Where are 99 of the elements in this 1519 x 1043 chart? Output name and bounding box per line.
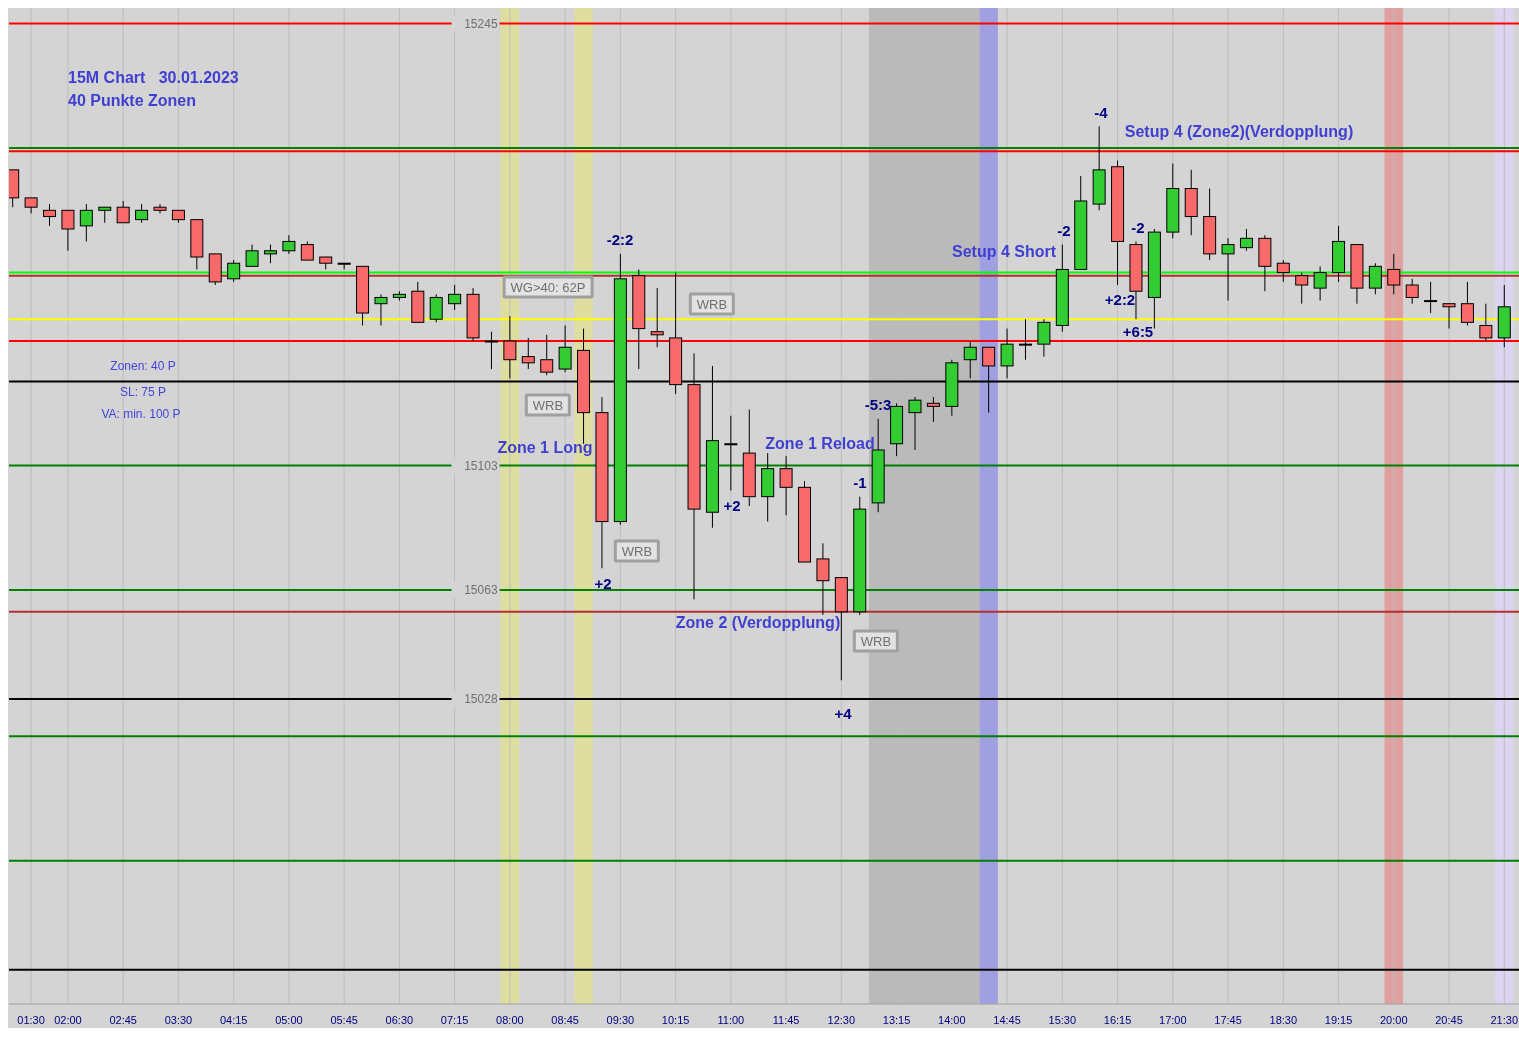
candlestick: [61, 209, 75, 252]
annotation: -2: [1057, 221, 1071, 239]
annotation: +2:2: [1104, 290, 1136, 308]
annotation: Zonen: 40 P: [110, 357, 176, 375]
candlestick: [1424, 281, 1438, 314]
annotation: Zone 1 Long: [497, 438, 593, 456]
x-tick-label: 10:15: [661, 1014, 690, 1026]
candlestick: [1387, 253, 1401, 295]
x-tick-label: 08:00: [496, 1014, 524, 1026]
y-tick-label: 15245: [464, 16, 498, 31]
x-tick-label: 17:45: [1214, 1014, 1242, 1026]
candlestick: [245, 244, 259, 267]
x-tick-label: 04:15: [219, 1014, 248, 1026]
x-tick-label: 15:30: [1048, 1014, 1077, 1026]
x-tick-label: 21:30: [1490, 1014, 1519, 1026]
annotation: Setup 4 (Zone2)(Verdopplung): [1124, 122, 1354, 140]
x-tick-label: 02:45: [109, 1014, 137, 1026]
annotation: -2: [1131, 218, 1145, 236]
candlestick: [282, 234, 296, 255]
candlestick: [448, 284, 462, 311]
x-tick-label: 19:15: [1324, 1014, 1353, 1026]
candlestick: [724, 415, 738, 491]
candlestick: [1368, 262, 1382, 295]
x-tick-label: 12:30: [827, 1014, 856, 1026]
x-tick-label: 07:15: [440, 1014, 469, 1026]
candlestick: [1405, 278, 1419, 305]
x-tick-label: 13:15: [882, 1014, 911, 1026]
candlestick: [1295, 272, 1309, 305]
candlestick: [300, 240, 314, 261]
candlestick: [43, 203, 57, 227]
annotation: Zone 1 Reload: [765, 434, 875, 452]
x-tick-label: 03:30: [164, 1014, 193, 1026]
x-tick-label: 18:30: [1269, 1014, 1298, 1026]
annotation: WRB: [613, 539, 661, 563]
annotation: -4: [1094, 103, 1108, 121]
annotation: +2: [594, 574, 612, 592]
annotation: +6:5: [1122, 322, 1154, 340]
candlestick: [337, 262, 351, 270]
candlestick: [1276, 259, 1290, 283]
annotation: +2: [723, 496, 741, 514]
text: 40 Punkte Zonen: [68, 91, 198, 111]
candlestick: [484, 331, 498, 370]
candlestick: [1000, 328, 1014, 379]
candlestick: [558, 324, 572, 373]
y-tick-label: 15103: [464, 458, 498, 473]
candlestick: [650, 287, 664, 348]
annotation: WRB: [524, 393, 572, 417]
x-tick-label: 20:45: [1435, 1014, 1463, 1026]
candlestick: [374, 293, 388, 326]
annotation: -5:3: [864, 395, 892, 413]
y-tick-label: 15063: [464, 583, 498, 598]
candlestick: [1479, 303, 1493, 342]
annotation: +4: [834, 704, 852, 722]
annotation: WRB: [688, 292, 736, 316]
annotation: VA: min. 100 P: [101, 405, 181, 423]
x-tick-label: 16:15: [1103, 1014, 1132, 1026]
candlestick: [263, 244, 277, 264]
x-tick-label: 11:45: [772, 1014, 800, 1026]
candlestick: [116, 200, 130, 224]
annotation: Zone 2 (Verdopplung): [675, 613, 841, 631]
x-tick-label: 01:30: [17, 1014, 45, 1026]
candlestick: [926, 396, 940, 423]
annotation: -2:2: [606, 230, 634, 248]
x-tick-label: 05:45: [330, 1014, 358, 1026]
annotation: -1: [853, 473, 867, 491]
x-tick-label: 08:45: [551, 1014, 579, 1026]
candlestick: [521, 337, 535, 370]
x-tick-label: 05:00: [275, 1014, 303, 1026]
x-tick-label: 20:00: [1380, 1014, 1408, 1026]
candlestick: [1239, 228, 1253, 252]
x-tick-label: 06:30: [385, 1014, 414, 1026]
candlestick: [908, 396, 922, 451]
x-tick-label: 09:30: [606, 1014, 635, 1026]
candlestick: [429, 293, 443, 323]
candlestick: [227, 259, 241, 283]
candlestick: [1221, 237, 1235, 302]
x-tick-label: 02:00: [54, 1014, 82, 1026]
candlestick: [79, 203, 93, 242]
candlestick: [1313, 265, 1327, 302]
text: 15M Chart 30.01.2023: [68, 68, 239, 88]
candlestick: [135, 203, 149, 224]
candlestick: [779, 455, 793, 516]
x-tick-label: 14:00: [938, 1014, 966, 1026]
y-tick-label: 15028: [464, 691, 498, 706]
candlestick: [1018, 318, 1032, 361]
candlestick: [1460, 281, 1474, 326]
candlestick: [1037, 318, 1051, 358]
annotation: SL: 75 P: [119, 383, 167, 401]
x-tick-label: 17:00: [1159, 1014, 1187, 1026]
candlestick: [963, 340, 977, 379]
candlestick: [540, 334, 554, 376]
candlestick: [1442, 303, 1456, 330]
x-tick-label: 14:45: [993, 1014, 1021, 1026]
annotation: WG>40: 62P: [502, 275, 594, 299]
annotation: Setup 4 Short: [951, 242, 1057, 260]
candlestick: [503, 315, 517, 379]
x-tick-label: 11:00: [717, 1014, 745, 1026]
candlestick: [816, 542, 830, 616]
annotation: WRB: [852, 629, 900, 653]
